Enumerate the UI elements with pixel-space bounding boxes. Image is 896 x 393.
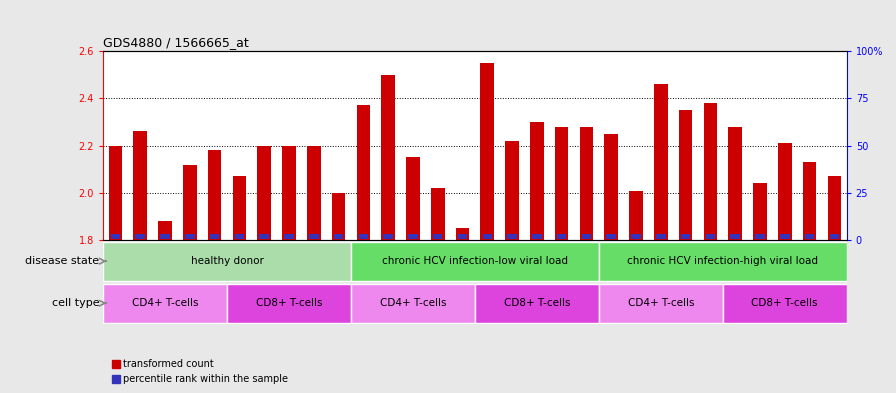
Text: chronic HCV infection-low viral load: chronic HCV infection-low viral load [382, 256, 568, 266]
Bar [257, 146, 271, 240]
Bar [208, 151, 221, 240]
Bar [599, 284, 723, 323]
Bar [679, 110, 693, 240]
Bar [233, 176, 246, 240]
Bar [103, 242, 351, 281]
Bar [309, 234, 318, 239]
Bar [235, 234, 244, 239]
Bar [654, 84, 668, 240]
Bar [582, 234, 591, 239]
Bar [382, 75, 395, 240]
Bar [681, 234, 690, 239]
Bar [728, 127, 742, 240]
Bar [357, 105, 370, 240]
Bar [103, 284, 227, 323]
Text: CD8+ T-cells: CD8+ T-cells [255, 298, 323, 308]
Bar [555, 127, 568, 240]
Bar [805, 234, 814, 239]
Bar [483, 234, 492, 239]
Bar [358, 234, 368, 239]
Legend: transformed count, percentile rank within the sample: transformed count, percentile rank withi… [108, 356, 292, 388]
Text: disease state: disease state [25, 256, 103, 266]
Bar [351, 284, 475, 323]
Bar [599, 242, 847, 281]
Bar [480, 63, 494, 240]
Bar [830, 234, 839, 239]
Bar [160, 234, 169, 239]
Bar [803, 162, 816, 240]
Bar [409, 234, 418, 239]
Bar [260, 234, 269, 239]
Bar [458, 234, 467, 239]
Bar [656, 234, 666, 239]
Bar [456, 228, 470, 240]
Text: cell type: cell type [52, 298, 103, 308]
Bar [185, 234, 194, 239]
Bar [557, 234, 566, 239]
Bar [210, 234, 220, 239]
Bar [475, 284, 599, 323]
Bar [282, 146, 296, 240]
Bar [351, 242, 599, 281]
Bar [135, 234, 145, 239]
Bar [778, 143, 791, 240]
Bar [629, 191, 642, 240]
Text: CD8+ T-cells: CD8+ T-cells [752, 298, 818, 308]
Bar [334, 234, 343, 239]
Bar [730, 234, 740, 239]
Text: CD4+ T-cells: CD4+ T-cells [380, 298, 446, 308]
Bar [607, 234, 616, 239]
Bar [111, 234, 120, 239]
Bar [284, 234, 294, 239]
Bar [108, 146, 122, 240]
Bar [780, 234, 789, 239]
Bar [755, 234, 764, 239]
Bar [754, 184, 767, 240]
Text: CD8+ T-cells: CD8+ T-cells [504, 298, 570, 308]
Bar [505, 141, 519, 240]
Bar [307, 146, 321, 240]
Text: healthy donor: healthy donor [191, 256, 263, 266]
Bar [159, 221, 172, 240]
Bar [406, 158, 419, 240]
Bar [530, 122, 544, 240]
Text: GDS4880 / 1566665_at: GDS4880 / 1566665_at [103, 35, 249, 48]
Bar [532, 234, 541, 239]
Bar [703, 103, 717, 240]
Bar [706, 234, 715, 239]
Bar [332, 193, 345, 240]
Bar [431, 188, 444, 240]
Bar [134, 131, 147, 240]
Bar [433, 234, 443, 239]
Bar [383, 234, 392, 239]
Text: CD4+ T-cells: CD4+ T-cells [132, 298, 198, 308]
Bar [227, 284, 351, 323]
Bar [605, 134, 618, 240]
Text: chronic HCV infection-high viral load: chronic HCV infection-high viral load [627, 256, 818, 266]
Bar [723, 284, 847, 323]
Bar [632, 234, 641, 239]
Bar [828, 176, 841, 240]
Bar [507, 234, 517, 239]
Bar [183, 165, 196, 240]
Bar [580, 127, 593, 240]
Text: CD4+ T-cells: CD4+ T-cells [627, 298, 694, 308]
